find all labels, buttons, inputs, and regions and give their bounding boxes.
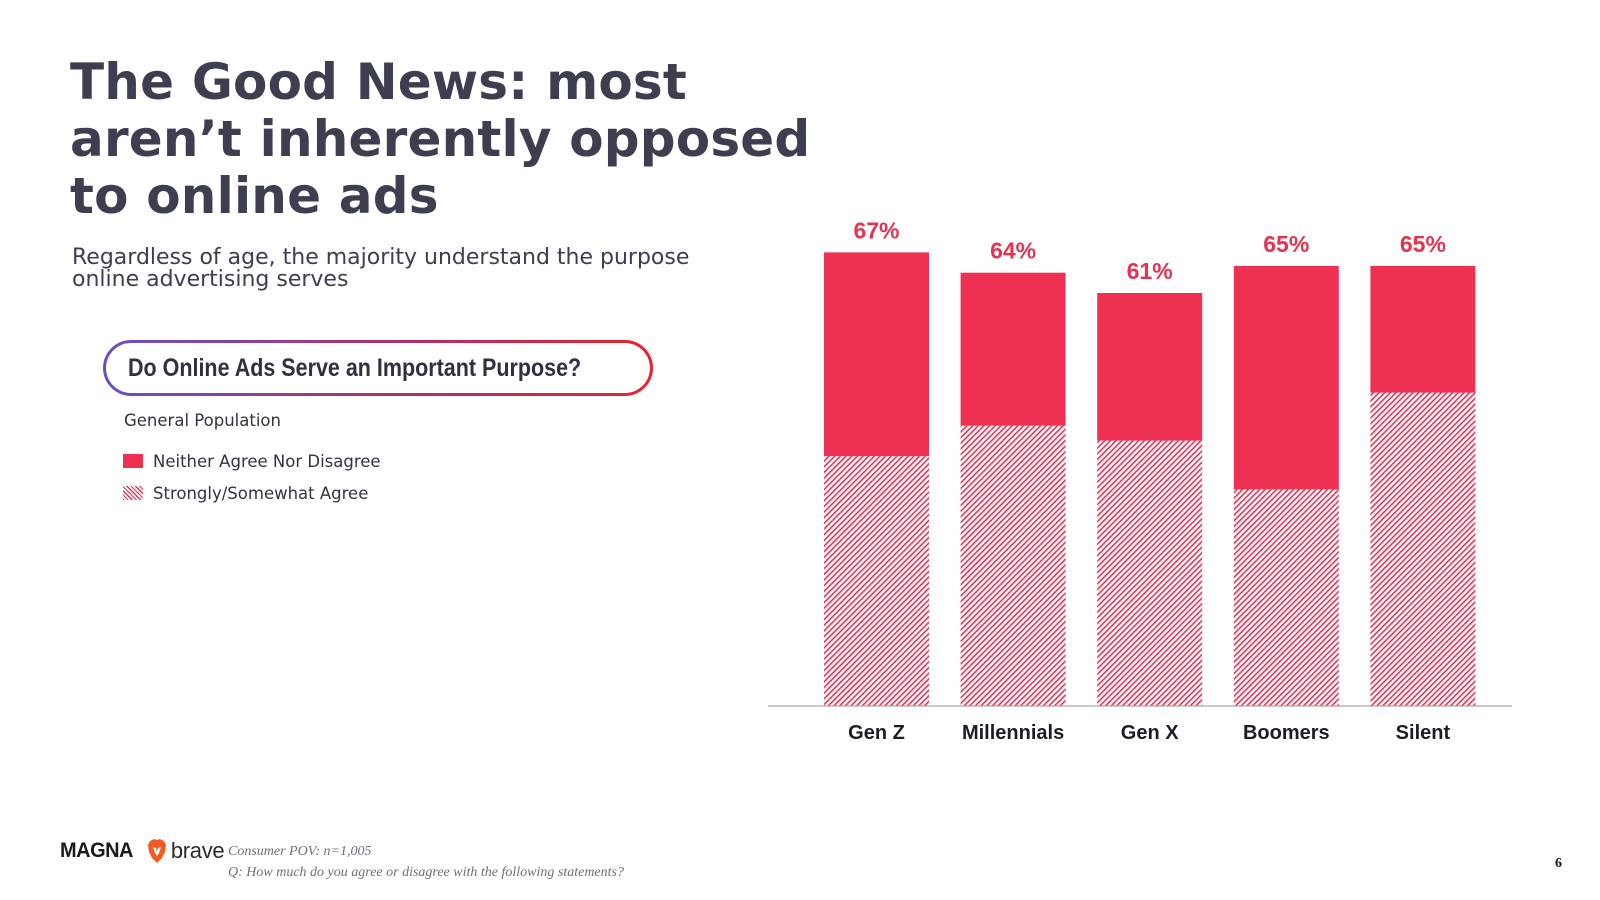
bar-gen-z-strongly-somewhat-agree — [824, 456, 929, 706]
chart-category-labels: Gen Z Millennials Gen X Boomers Silent — [848, 722, 1450, 744]
chart-bars — [824, 252, 1476, 706]
bar-gen-x-neither-agree-nor-disagree — [1097, 293, 1203, 441]
source-question: Q: How much do you agree or disagree wit… — [228, 865, 624, 880]
magna-logo: MAGNA — [60, 839, 133, 862]
value-label-gen-z: 67% — [853, 217, 899, 243]
category-label-millennials: Millennials — [962, 722, 1064, 744]
chart-value-labels: 67% 64% 61% 65% 65% — [853, 217, 1445, 284]
brave-logo: brave — [147, 838, 225, 864]
legend-swatch-hatched — [123, 486, 143, 500]
page-title: The Good News: most aren’t inherently op… — [70, 53, 811, 225]
source-note: Consumer POV: n=1,005 Q: How much do you… — [228, 841, 624, 883]
legend-label-agree: Strongly/Somewhat Agree — [153, 483, 369, 503]
subtitle: Regardless of age, the majority understa… — [72, 247, 752, 291]
category-label-gen-x: Gen X — [1121, 722, 1179, 744]
bar-silent-neither-agree-nor-disagree — [1370, 266, 1476, 393]
category-label-boomers: Boomers — [1243, 722, 1330, 744]
source-sample: Consumer POV: n=1,005 — [228, 844, 372, 859]
value-label-gen-x: 61% — [1127, 258, 1173, 284]
bar-gen-x-strongly-somewhat-agree — [1097, 440, 1203, 706]
question-text: Do Online Ads Serve an Important Purpose… — [128, 353, 582, 382]
subtitle-line-1: Regardless of age, the majority understa… — [72, 245, 690, 270]
legend-label-neither: Neither Agree Nor Disagree — [153, 451, 381, 471]
bar-boomers-strongly-somewhat-agree — [1233, 489, 1339, 706]
title-line-1: The Good News: most — [70, 53, 687, 111]
category-label-gen-z: Gen Z — [848, 722, 905, 744]
legend-item-neither: Neither Agree Nor Disagree — [123, 445, 381, 477]
subtitle-line-2: online advertising serves — [72, 267, 349, 292]
category-label-silent: Silent — [1396, 722, 1451, 744]
value-label-silent: 65% — [1400, 231, 1446, 257]
bar-silent-strongly-somewhat-agree — [1370, 392, 1476, 706]
page-number: 6 — [1555, 856, 1562, 871]
title-line-3: to online ads — [70, 167, 439, 225]
bar-boomers-neither-agree-nor-disagree — [1233, 266, 1339, 490]
chart-legend: Neither Agree Nor Disagree Strongly/Some… — [123, 445, 381, 509]
question-pill-inner: Do Online Ads Serve an Important Purpose… — [106, 343, 650, 393]
population-label: General Population — [124, 411, 281, 430]
title-line-2: aren’t inherently opposed — [70, 110, 811, 168]
value-label-millennials: 64% — [990, 238, 1036, 264]
brave-logo-text: brave — [170, 838, 225, 863]
legend-item-agree: Strongly/Somewhat Agree — [123, 477, 381, 509]
footer-logos: MAGNA brave — [60, 838, 225, 864]
brave-lion-icon — [147, 839, 166, 863]
question-pill: Do Online Ads Serve an Important Purpose… — [103, 340, 653, 396]
value-label-boomers: 65% — [1263, 231, 1309, 257]
bar-millennials-neither-agree-nor-disagree — [960, 272, 1066, 426]
bar-millennials-strongly-somewhat-agree — [960, 425, 1066, 706]
bar-gen-z-neither-agree-nor-disagree — [824, 252, 929, 457]
legend-swatch-solid — [123, 454, 143, 468]
